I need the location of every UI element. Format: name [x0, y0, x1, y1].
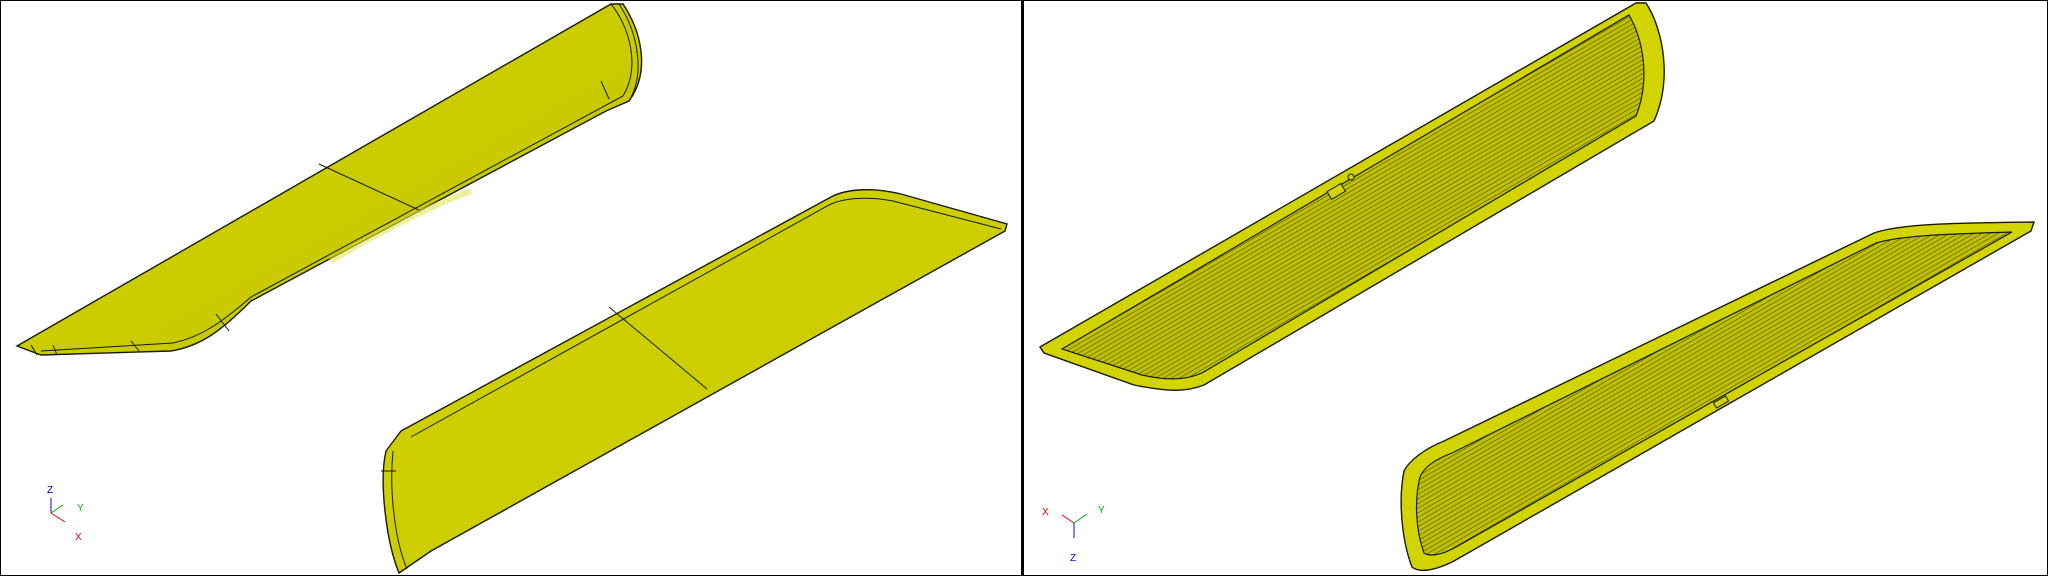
triad-x-label: X [75, 532, 82, 543]
orientation-triad-right: Z Y X [1042, 505, 1105, 564]
panel-lower-right[interactable] [381, 189, 1008, 575]
triad-z-label: Z [1070, 553, 1076, 564]
viewport-left[interactable]: Z Y X [1, 1, 1021, 575]
triad-y-label: Y [1098, 505, 1105, 516]
left-scene: Z Y X [15, 3, 1008, 575]
panel-upper-left[interactable] [15, 3, 643, 356]
right-scene: Z Y X [1039, 2, 2035, 572]
shell-lower[interactable] [1400, 221, 2035, 572]
orientation-triad-left: Z Y X [47, 485, 84, 543]
shell-upper[interactable] [1039, 2, 1665, 391]
triad-x-label: X [1042, 507, 1049, 518]
viewport-divider[interactable] [1021, 1, 1024, 575]
triad-z-label: Z [47, 485, 53, 496]
triad-y-label: Y [77, 503, 84, 514]
viewport-right[interactable]: Z Y X [1024, 1, 2047, 575]
